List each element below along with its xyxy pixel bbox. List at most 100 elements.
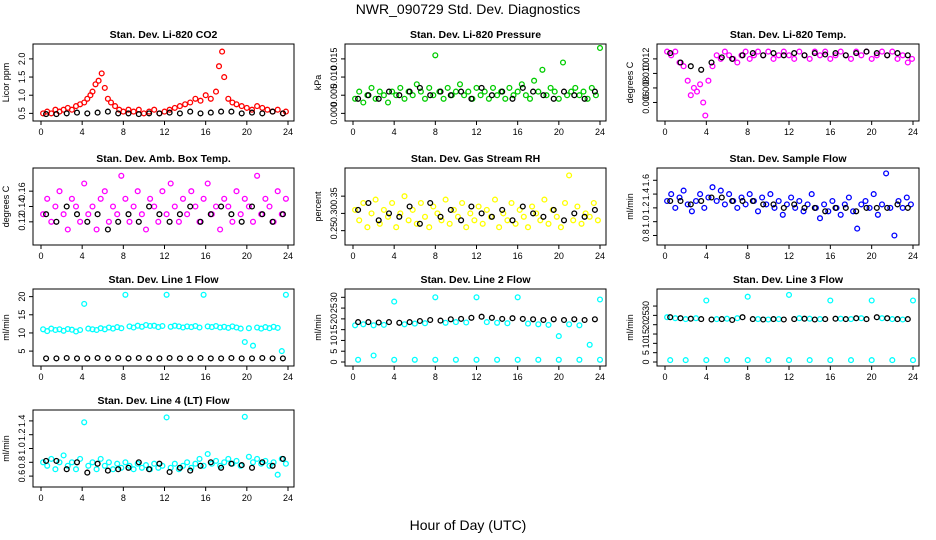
data-point-red	[171, 104, 178, 111]
data-point-black	[53, 218, 60, 225]
y-axis-label: ml/min	[1, 314, 11, 341]
data-point-black	[135, 218, 142, 225]
data-point-yellow	[553, 213, 560, 220]
data-point-yellow	[529, 203, 536, 210]
data-point-blue	[858, 201, 865, 208]
data-point-black	[396, 92, 403, 99]
data-point-black	[259, 459, 266, 466]
data-point-magenta	[262, 195, 269, 202]
data-point-black	[53, 111, 60, 118]
y-tick-label: 0.14	[17, 198, 27, 216]
data-point-yellow	[372, 196, 379, 203]
data-point-black	[365, 92, 372, 99]
data-point-black	[853, 208, 860, 215]
data-point-blue	[738, 194, 745, 201]
data-point-magenta	[873, 52, 880, 59]
data-point-cyan	[249, 342, 257, 349]
data-point-blue	[726, 191, 733, 198]
data-point-green	[368, 84, 375, 91]
x-tick-label: 4	[704, 251, 709, 261]
data-point-black	[176, 110, 183, 117]
x-tick-label: 16	[201, 251, 211, 261]
data-point-yellow	[368, 210, 375, 217]
data-point-black	[904, 204, 911, 211]
data-point-black	[478, 84, 485, 91]
data-point-magenta	[742, 48, 749, 55]
data-point-red	[197, 97, 204, 104]
data-point-black	[279, 211, 286, 218]
data-point-yellow	[389, 199, 396, 207]
x-tick-label: 16	[825, 127, 835, 137]
data-point-cyan	[109, 466, 117, 473]
data-point-cyan	[494, 319, 501, 326]
data-point-yellow	[512, 220, 519, 227]
data-point-black	[84, 218, 91, 225]
data-point-black	[801, 204, 808, 211]
data-point-black	[791, 316, 798, 323]
panel-title: Stan. Dev. Line 3 Flow	[733, 274, 844, 286]
data-point-black	[63, 110, 70, 117]
data-point-cyan	[142, 462, 150, 469]
data-point-black	[698, 66, 705, 73]
x-tick-label: 24	[283, 372, 293, 382]
data-point-black	[822, 208, 829, 215]
data-point-red	[130, 108, 137, 115]
data-point-green	[531, 77, 538, 84]
data-point-blue	[862, 197, 869, 205]
data-point-black	[708, 316, 715, 323]
x-tick-label: 4	[80, 127, 85, 137]
data-point-cyan	[723, 357, 731, 364]
data-point-cyan	[56, 459, 63, 466]
data-point-cyan	[212, 457, 220, 464]
data-point-black	[279, 355, 286, 362]
data-point-cyan	[241, 413, 248, 420]
x-tick-label: 8	[121, 372, 126, 382]
data-point-cyan	[744, 357, 751, 364]
data-point-black	[125, 355, 132, 362]
data-point-green	[502, 95, 509, 102]
data-point-green	[473, 84, 480, 91]
data-point-cyan	[81, 300, 88, 307]
data-point-black	[749, 197, 756, 205]
data-point-black	[770, 201, 777, 208]
data-point-black	[73, 459, 81, 466]
data-point-magenta	[754, 48, 762, 55]
y-tick-label: 0.6	[17, 470, 27, 483]
data-point-blue	[788, 194, 795, 201]
data-point-black	[468, 95, 475, 102]
data-point-blue	[854, 225, 861, 232]
panel-7: Stan. Dev. Line 1 Flow ml/min 0 4 8 12 16 20 24 5…	[1, 274, 295, 382]
data-point-blue	[804, 201, 811, 208]
data-point-black	[385, 319, 393, 326]
x-tick-label: 12	[159, 372, 169, 382]
data-point-magenta	[147, 195, 154, 202]
data-point-black	[187, 467, 194, 474]
data-point-red	[254, 103, 261, 110]
data-point-yellow	[356, 217, 363, 224]
data-point-yellow	[384, 213, 392, 220]
x-tick-label: 20	[242, 251, 252, 261]
data-point-black	[207, 109, 214, 116]
data-point-black	[499, 88, 506, 95]
data-point-blue	[680, 187, 687, 194]
data-point-magenta	[241, 195, 248, 202]
data-point-black	[842, 316, 849, 323]
data-point-magenta	[60, 211, 67, 218]
data-point-red	[84, 95, 91, 102]
data-point-blue	[767, 191, 774, 198]
data-point-yellow	[496, 224, 503, 231]
y-tick-label: 0.30	[329, 205, 339, 223]
y-tick-label: 1.0	[17, 442, 27, 455]
data-point-blue	[664, 197, 671, 205]
data-point-cyan	[101, 462, 108, 469]
data-point-cyan	[245, 453, 252, 460]
data-point-blue	[721, 201, 728, 208]
data-point-green	[444, 84, 451, 91]
data-point-black	[540, 213, 547, 220]
y-tick-label: 5	[17, 349, 27, 354]
data-point-red	[202, 92, 209, 99]
data-point-red	[274, 106, 281, 113]
data-point-blue	[895, 197, 902, 205]
data-point-magenta	[229, 218, 236, 225]
